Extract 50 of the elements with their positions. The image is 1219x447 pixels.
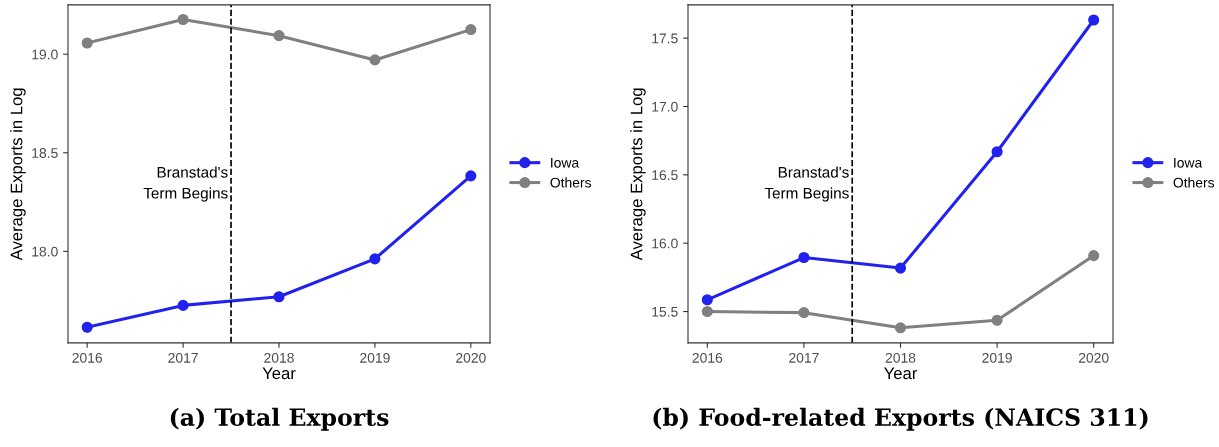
y-axis-title: Average Exports in Log <box>630 88 646 261</box>
point <box>465 170 477 182</box>
y-tick-label: 16.0 <box>652 238 678 249</box>
point <box>798 251 810 264</box>
point <box>894 262 907 274</box>
point <box>177 13 189 26</box>
point <box>369 253 381 265</box>
y-tick-label: 18.0 <box>32 246 58 257</box>
y-tick-label: 18.5 <box>32 148 58 158</box>
x-tick-label: 2016 <box>72 352 103 363</box>
legend-label: Iowa <box>1174 157 1203 168</box>
text: (b) Food-related Exports (NAICS 311) <box>653 407 1148 431</box>
point <box>273 30 285 42</box>
point <box>273 291 285 303</box>
y-tick-label: 15.5 <box>652 307 678 317</box>
x-tick-label: 2018 <box>264 352 294 363</box>
legend-label: Others <box>550 177 592 188</box>
point <box>991 314 1003 326</box>
x-tick-label: 2017 <box>789 352 819 363</box>
y-tick-label: 17.0 <box>652 101 678 112</box>
x-tick-label: 2016 <box>692 352 723 363</box>
ref-line-label: Branstad's Term Begins <box>143 166 228 202</box>
point <box>81 37 93 49</box>
point <box>991 146 1003 158</box>
legend-label: Others <box>1173 177 1215 188</box>
point <box>369 54 381 66</box>
point <box>177 299 189 311</box>
point <box>894 322 907 334</box>
y-axis-title: Average Exports in Log <box>10 88 26 261</box>
y-tick-label: 17.5 <box>652 33 678 44</box>
x-tick-label: 2017 <box>168 352 198 363</box>
x-axis-title: Year <box>262 367 296 380</box>
point <box>701 305 713 318</box>
x-tick-label: 2018 <box>885 352 916 363</box>
x-tick-label: 2019 <box>982 352 1012 363</box>
x-axis-title: Year <box>884 367 918 380</box>
point <box>798 307 810 319</box>
x-tick-label: 2019 <box>360 352 390 363</box>
text: (a) Total Exports <box>170 407 389 431</box>
point <box>465 24 477 36</box>
point <box>1088 250 1100 262</box>
x-tick-label: 2020 <box>1078 352 1109 363</box>
x-tick-label: 2020 <box>456 352 486 363</box>
ref-line-label: Branstad's Term Begins <box>764 166 849 202</box>
y-tick-label: 19.0 <box>32 49 58 60</box>
point <box>81 321 93 333</box>
y-tick-label: 16.5 <box>652 170 678 181</box>
point <box>701 294 713 306</box>
point <box>1088 14 1100 26</box>
legend-label: Iowa <box>551 157 580 168</box>
